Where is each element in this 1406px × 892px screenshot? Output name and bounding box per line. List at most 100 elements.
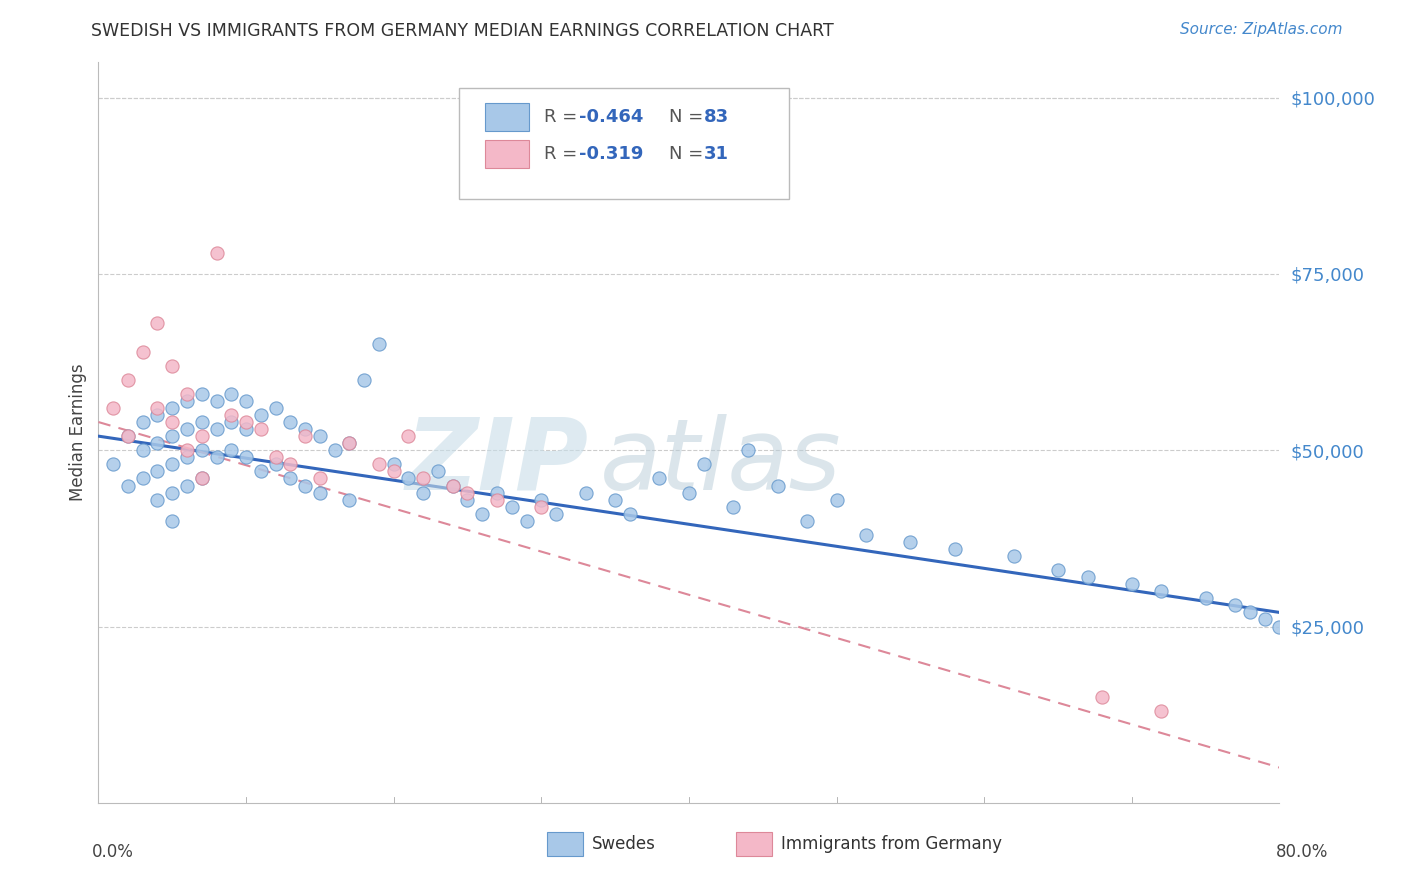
Point xyxy=(471,507,494,521)
Point xyxy=(280,458,302,472)
Point xyxy=(323,443,346,458)
Point xyxy=(146,464,169,478)
Point xyxy=(353,373,375,387)
Point xyxy=(530,500,553,514)
Point xyxy=(250,408,273,422)
Point xyxy=(191,471,214,485)
Point xyxy=(191,415,214,429)
Point xyxy=(294,429,316,443)
Text: Immigrants from Germany: Immigrants from Germany xyxy=(782,835,1002,854)
Point xyxy=(796,514,818,528)
Point xyxy=(1150,584,1173,599)
Point xyxy=(162,485,183,500)
Point xyxy=(723,500,745,514)
Point xyxy=(339,436,361,450)
Point xyxy=(457,485,479,500)
Point xyxy=(412,485,434,500)
Point xyxy=(530,492,553,507)
Point xyxy=(1254,612,1277,626)
Point xyxy=(176,443,198,458)
Point xyxy=(1268,619,1291,633)
Point xyxy=(205,393,228,408)
Text: Source: ZipAtlas.com: Source: ZipAtlas.com xyxy=(1180,22,1343,37)
Point xyxy=(1046,563,1070,577)
Point xyxy=(221,387,243,401)
Point xyxy=(132,471,155,485)
Point xyxy=(235,415,257,429)
Point xyxy=(1239,606,1261,620)
Point xyxy=(235,393,257,408)
Point xyxy=(221,443,243,458)
Point xyxy=(146,401,169,415)
Text: ZIP: ZIP xyxy=(405,414,589,511)
Point xyxy=(221,415,243,429)
Point xyxy=(1225,599,1247,613)
Text: Swedes: Swedes xyxy=(592,835,657,854)
Point xyxy=(117,429,139,443)
Point xyxy=(191,443,214,458)
Point xyxy=(398,429,420,443)
Point xyxy=(205,450,228,465)
Point xyxy=(441,478,464,492)
Point xyxy=(309,429,332,443)
Point xyxy=(176,450,198,465)
Point xyxy=(191,471,214,485)
Point xyxy=(575,485,598,500)
Point xyxy=(294,478,316,492)
Point xyxy=(368,458,391,472)
Point xyxy=(294,422,316,436)
FancyBboxPatch shape xyxy=(458,88,789,200)
Point xyxy=(103,458,125,472)
Point xyxy=(382,458,405,472)
Point xyxy=(146,408,169,422)
Point xyxy=(191,387,214,401)
Text: N =: N = xyxy=(669,108,709,127)
Point xyxy=(368,337,391,351)
Point xyxy=(264,401,287,415)
Point xyxy=(501,500,523,514)
Point xyxy=(398,471,420,485)
Point xyxy=(146,316,169,330)
Point xyxy=(737,443,759,458)
Point xyxy=(516,514,538,528)
Point xyxy=(176,393,198,408)
Point xyxy=(176,387,198,401)
Point xyxy=(1002,549,1025,563)
Point xyxy=(250,422,273,436)
Text: R =: R = xyxy=(544,145,582,163)
Point xyxy=(250,464,273,478)
Point xyxy=(176,422,198,436)
Point xyxy=(339,436,361,450)
Point xyxy=(146,492,169,507)
FancyBboxPatch shape xyxy=(485,140,530,169)
Text: N =: N = xyxy=(669,145,709,163)
Point xyxy=(605,492,627,507)
Point xyxy=(427,464,450,478)
Point xyxy=(205,245,228,260)
FancyBboxPatch shape xyxy=(547,832,582,856)
Point xyxy=(103,401,125,415)
Point xyxy=(117,429,139,443)
Text: 31: 31 xyxy=(704,145,730,163)
Point xyxy=(132,443,155,458)
Point xyxy=(766,478,789,492)
Point xyxy=(900,535,922,549)
Point xyxy=(382,464,405,478)
Text: atlas: atlas xyxy=(600,414,842,511)
Point xyxy=(693,458,716,472)
Point xyxy=(486,492,509,507)
Text: 80.0%: 80.0% xyxy=(1277,843,1329,861)
Point xyxy=(235,450,257,465)
Point xyxy=(943,541,966,556)
Point xyxy=(1121,577,1143,591)
Point xyxy=(146,436,169,450)
Point xyxy=(855,528,877,542)
Point xyxy=(205,422,228,436)
Text: SWEDISH VS IMMIGRANTS FROM GERMANY MEDIAN EARNINGS CORRELATION CHART: SWEDISH VS IMMIGRANTS FROM GERMANY MEDIA… xyxy=(91,22,834,40)
Point xyxy=(235,422,257,436)
Point xyxy=(162,359,183,373)
Point xyxy=(546,507,568,521)
Point xyxy=(825,492,848,507)
FancyBboxPatch shape xyxy=(485,103,530,131)
Point xyxy=(1091,690,1114,704)
